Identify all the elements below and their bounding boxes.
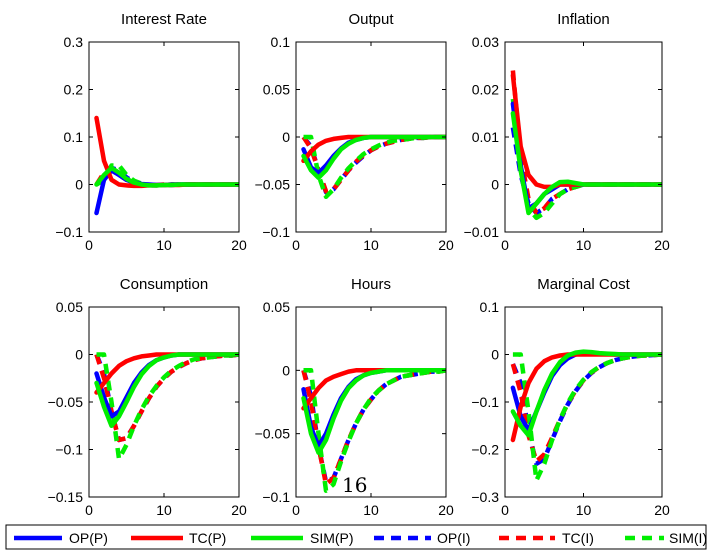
panel-title: Output [348, 11, 394, 28]
y-tick-label: 0.05 [263, 82, 290, 98]
panel-title: Marginal Cost [537, 276, 630, 293]
y-tick-label: 0 [282, 362, 290, 378]
legend: OP(P) TC(P) SIM(P) OP(I) TC(I) SIM(I) [5, 524, 707, 550]
y-tick-label: 0.05 [56, 299, 83, 315]
x-tick-label: 20 [231, 502, 247, 518]
y-tick-label: −0.1 [55, 224, 83, 240]
y-tick-label: 0.1 [64, 129, 84, 145]
y-tick-label: 0.3 [64, 34, 84, 50]
legend-label: OP(P) [69, 530, 108, 546]
y-tick-label: −0.2 [471, 442, 499, 458]
y-tick-label: 0.01 [472, 129, 499, 145]
series-line-tc-p [301, 368, 446, 411]
y-tick-label: 0 [491, 347, 499, 363]
y-tick-label: 0.02 [472, 82, 499, 98]
legend-item-sim-i: SIM(I) [625, 530, 707, 546]
series-line-tc-p [510, 73, 662, 190]
y-tick-label: 0.03 [472, 34, 499, 50]
panel-hours: Hours −0.1 −0.05 0 0.05 0 10 20 [255, 276, 454, 518]
y-tick-label: 0.2 [64, 82, 84, 98]
y-tick-label: 0 [282, 129, 290, 145]
x-tick-label: 20 [654, 237, 670, 253]
series-line-op-p [94, 352, 239, 419]
series-layer [510, 70, 662, 221]
x-tick-label: 0 [85, 237, 93, 253]
panel-consumption: Consumption −0.15 −0.1 −0.05 0 0.05 0 10 20 [48, 276, 247, 518]
panels-layer: Interest Rate−0.100.10.20.30 10 20Output−0… [48, 11, 670, 518]
x-tick-label: 10 [363, 237, 379, 253]
series-line-sim-p [510, 111, 662, 216]
panel-title: Interest Rate [121, 11, 207, 28]
y-tick-label: 0 [75, 177, 83, 193]
y-tick-label: 0.1 [480, 299, 500, 315]
series-line-sim-p [94, 352, 239, 429]
y-tick-label: −0.1 [471, 394, 499, 410]
series-line-sim-p [301, 134, 446, 181]
panel-marginal-cost: Marginal Cost −0.3 −0.2 −0.1 0 0.1 0 10 20 [471, 276, 670, 518]
y-tick-label: −0.05 [48, 394, 84, 410]
x-tick-label: 10 [576, 237, 592, 253]
axes-frame [88, 41, 240, 233]
y-tick-label: −0.05 [255, 426, 291, 442]
legend-item-op-p: OP(P) [14, 530, 108, 546]
legend-label: TC(P) [189, 530, 226, 546]
x-tick-label: 10 [576, 502, 592, 518]
y-tick-label: −0.3 [471, 489, 499, 505]
x-tick-label: 20 [438, 237, 454, 253]
x-tick-label: 0 [292, 237, 300, 253]
series-layer [94, 352, 239, 462]
legend-item-tc-p: TC(P) [131, 530, 226, 546]
series-line-op-p [94, 168, 239, 216]
series-line-sim-i [303, 368, 446, 493]
series-line-op-i [510, 127, 662, 216]
panel-title: Hours [351, 276, 391, 293]
series-line-sim-p [301, 368, 446, 455]
legend-box [5, 524, 707, 550]
y-tick-label: −0.1 [55, 442, 83, 458]
panel-interest-rate: Interest Rate−0.100.10.20.30 10 20 [55, 11, 247, 253]
x-tick-label: 0 [85, 502, 93, 518]
page-number: 16 [342, 473, 367, 497]
series-layer [94, 115, 239, 216]
series-layer [510, 349, 662, 483]
y-tick-label: −0.1 [262, 489, 290, 505]
legend-label: SIM(P) [310, 530, 354, 546]
x-tick-label: 10 [156, 237, 172, 253]
y-tick-label: 0 [491, 177, 499, 193]
x-tick-label: 0 [501, 237, 509, 253]
series-line-sim-i [510, 98, 662, 221]
x-tick-label: 20 [654, 502, 670, 518]
legend-label: SIM(I) [669, 530, 707, 546]
series-line-sim-p [510, 349, 662, 438]
y-tick-label: −0.01 [464, 224, 500, 240]
series-layer [301, 134, 446, 200]
series-layer [301, 368, 446, 493]
panel-output: Output −0.1 −0.05 0 0.05 0.1 0 10 20 [255, 11, 454, 253]
y-tick-label: 0.05 [263, 299, 290, 315]
x-tick-label: 0 [292, 502, 300, 518]
series-line-tc-p [510, 352, 662, 443]
panel-title: Consumption [120, 276, 208, 293]
legend-item-op-i: OP(I) [374, 530, 470, 546]
legend-item-tc-i: TC(I) [499, 530, 594, 546]
legend-label: OP(I) [437, 530, 470, 546]
y-tick-label: 0 [75, 347, 83, 363]
series-line-tc-i [510, 70, 662, 216]
x-tick-label: 20 [231, 237, 247, 253]
series-line-sim-p [94, 165, 239, 188]
x-tick-label: 0 [501, 502, 509, 518]
y-tick-label: −0.05 [255, 177, 291, 193]
legend-item-sim-p: SIM(P) [251, 530, 354, 546]
legend-label: TC(I) [562, 530, 594, 546]
y-tick-label: −0.1 [262, 224, 290, 240]
y-tick-label: 0.1 [271, 34, 291, 50]
y-tick-label: −0.15 [48, 489, 84, 505]
x-tick-label: 10 [156, 502, 172, 518]
panel-title: Inflation [557, 11, 610, 28]
x-tick-label: 10 [363, 502, 379, 518]
series-line-op-p [510, 101, 662, 211]
x-tick-label: 20 [438, 502, 454, 518]
